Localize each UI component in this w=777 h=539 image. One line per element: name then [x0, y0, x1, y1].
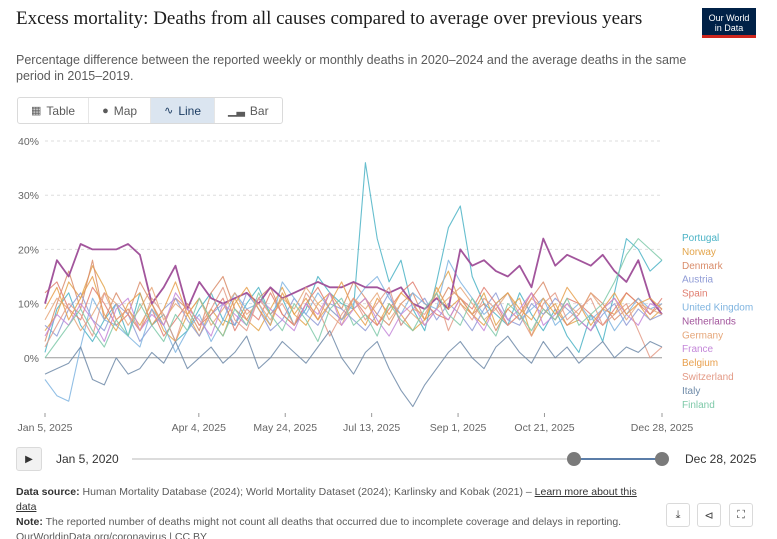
fullscreen-icon: ⛶ — [737, 508, 745, 521]
source-label: Data source: — [16, 486, 80, 498]
note: Note: The reported number of deaths migh… — [16, 515, 656, 530]
source-url[interactable]: OurWorldinData.org/coronavirus | CC BY — [16, 531, 208, 539]
tab-bar-label: Bar — [249, 103, 269, 118]
note-label: Note: — [16, 516, 43, 528]
timeline-selected-range — [574, 458, 662, 460]
series-line — [44, 259, 663, 342]
series-line — [44, 237, 663, 315]
tab-map-label: Map — [113, 103, 138, 118]
chart-subtitle: Percentage difference between the report… — [16, 53, 687, 83]
owid-logo[interactable]: Our World in Data — [702, 8, 756, 38]
series-line — [44, 286, 663, 359]
chart-title: Excess mortality: Deaths from all causes… — [16, 8, 643, 29]
x-tick-label: Apr 4, 2025 — [172, 422, 226, 434]
legend-label: Portugal — [682, 233, 719, 244]
y-tick-label: 30% — [18, 190, 39, 202]
legend-label: Netherlands — [682, 316, 736, 327]
y-tick-label: 10% — [18, 299, 39, 311]
share-icon: ⊲ — [704, 509, 714, 522]
tab-bar[interactable]: ▁▃ Bar — [215, 98, 282, 123]
fullscreen-button[interactable]: ⛶ — [729, 503, 753, 527]
timeline-start-handle[interactable] — [567, 452, 581, 466]
logo-bar — [702, 35, 756, 38]
share-button[interactable]: ⊲ — [697, 503, 721, 527]
x-tick-label: Oct 21, 2025 — [514, 422, 574, 434]
x-tick-label: Jul 13, 2025 — [343, 422, 400, 434]
play-button[interactable]: ▶ — [16, 447, 42, 471]
play-icon: ▶ — [25, 453, 33, 465]
timeline-track[interactable] — [132, 458, 662, 460]
series-line — [44, 292, 663, 343]
legend-label: France — [682, 344, 714, 355]
learn-more-link[interactable]: Learn more about this data — [16, 486, 637, 513]
logo-line2: in Data — [714, 23, 744, 33]
timeline-end-handle[interactable] — [655, 452, 669, 466]
series-line — [44, 259, 663, 402]
series-line — [44, 275, 663, 337]
x-tick-label: Dec 28, 2025 — [631, 422, 694, 434]
legend-label: Spain — [682, 289, 708, 300]
tab-table[interactable]: ▦ Table — [18, 98, 90, 123]
table-icon: ▦ — [31, 105, 42, 117]
tab-line[interactable]: ∿ Line — [151, 98, 215, 123]
bar-chart-icon: ▁▃ — [228, 105, 245, 117]
legend-label: Finland — [682, 400, 715, 411]
y-tick-label: 20% — [18, 244, 39, 256]
line-chart-icon: ∿ — [164, 105, 174, 117]
tab-line-label: Line — [178, 103, 201, 118]
logo-line1: Our World — [708, 13, 750, 23]
y-tick-label: 0% — [24, 353, 39, 365]
legend-label: United Kingdom — [682, 303, 753, 314]
download-button[interactable]: ⤓ — [666, 503, 690, 527]
footer: Data source: Human Mortality Database (2… — [16, 485, 656, 539]
data-source: Data source: Human Mortality Database (2… — [16, 485, 656, 515]
legend-label: Austria — [682, 275, 714, 286]
view-tabs: ▦ Table ● Map ∿ Line ▁▃ Bar — [17, 97, 283, 124]
series-line — [44, 162, 663, 353]
series-line — [44, 292, 663, 343]
x-tick-label: Sep 1, 2025 — [430, 422, 487, 434]
series-line — [44, 281, 663, 337]
timeline-end-label: Dec 28, 2025 — [685, 452, 757, 466]
series-line — [44, 286, 663, 332]
series-line — [44, 238, 663, 359]
series-line — [44, 330, 663, 408]
legend-label: Italy — [682, 386, 700, 397]
globe-icon: ● — [102, 104, 109, 117]
legend-label: Germany — [682, 330, 723, 341]
legend-label: Norway — [682, 247, 716, 258]
tab-table-label: Table — [46, 103, 76, 118]
y-tick-label: 40% — [18, 136, 39, 148]
legend-label: Belgium — [682, 358, 718, 369]
legend-label: Switzerland — [682, 372, 734, 383]
timeline-start-label: Jan 5, 2020 — [56, 452, 119, 466]
legend-label: Denmark — [682, 261, 724, 272]
source-text: Human Mortality Database (2024); World M… — [82, 486, 532, 498]
x-tick-label: May 24, 2025 — [253, 422, 317, 434]
note-text: The reported number of deaths might not … — [45, 516, 622, 528]
series-line — [44, 265, 663, 343]
download-icon: ⤓ — [675, 508, 681, 521]
tab-map[interactable]: ● Map — [89, 98, 152, 123]
x-tick-label: Jan 5, 2025 — [18, 422, 73, 434]
timeline: ▶ Jan 5, 2020 Dec 28, 2025 — [16, 447, 761, 471]
